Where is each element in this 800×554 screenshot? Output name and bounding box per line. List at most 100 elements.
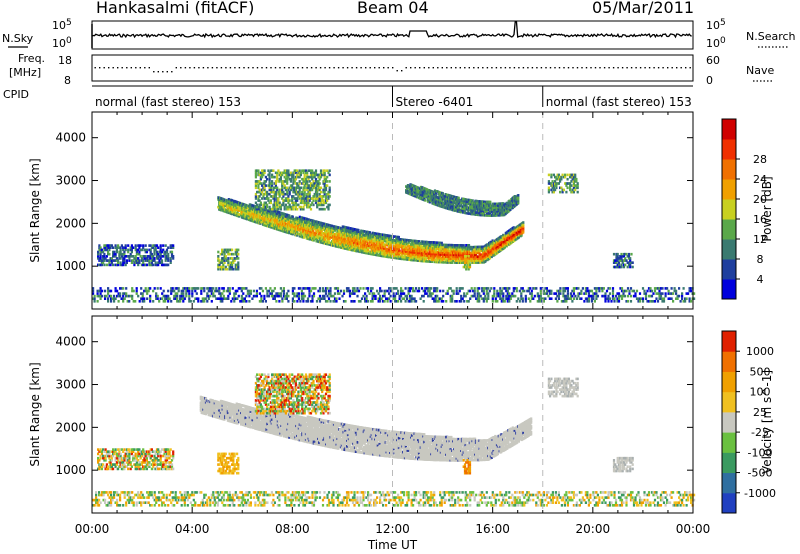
data-cell bbox=[234, 248, 237, 252]
data-cell bbox=[441, 194, 444, 197]
data-cell bbox=[489, 200, 492, 204]
freq-dot bbox=[162, 71, 164, 73]
freq-dot bbox=[261, 67, 263, 69]
data-cell bbox=[271, 207, 274, 211]
data-cell bbox=[224, 248, 227, 252]
data-cell bbox=[278, 190, 281, 194]
data-cell bbox=[160, 263, 164, 267]
data-cell bbox=[283, 199, 286, 202]
data-cell bbox=[120, 252, 123, 256]
data-cell bbox=[292, 201, 295, 205]
data-cell bbox=[317, 188, 320, 192]
data-cell bbox=[99, 259, 102, 262]
data-cell bbox=[262, 182, 265, 185]
data-cell bbox=[316, 182, 319, 185]
data-cell bbox=[298, 180, 301, 183]
data-cell bbox=[440, 251, 443, 254]
data-cell bbox=[268, 175, 271, 179]
data-cell bbox=[323, 184, 326, 187]
data-cell bbox=[138, 252, 141, 256]
data-cell bbox=[572, 182, 575, 185]
data-cell bbox=[97, 252, 100, 256]
data-cell bbox=[274, 186, 277, 190]
data-cell bbox=[231, 212, 234, 216]
data-cell bbox=[327, 197, 330, 200]
freq-dot bbox=[531, 67, 534, 69]
data-cell bbox=[322, 195, 325, 198]
data-cell bbox=[481, 245, 485, 249]
data-cell bbox=[397, 245, 400, 249]
data-cell bbox=[411, 243, 414, 246]
data-cell bbox=[616, 257, 619, 260]
data-cell bbox=[119, 261, 122, 264]
nsky-tick-bottom: 100 bbox=[52, 36, 72, 50]
freq-dot bbox=[270, 67, 272, 69]
data-cell bbox=[297, 192, 300, 196]
data-cell bbox=[159, 244, 162, 247]
nsearch-tick-top: 105 bbox=[706, 18, 726, 32]
data-cell bbox=[318, 173, 321, 177]
data-cell bbox=[134, 244, 137, 247]
data-cell bbox=[472, 249, 475, 253]
freq-dot bbox=[157, 71, 159, 73]
data-cell bbox=[128, 259, 131, 262]
freq-dot bbox=[414, 67, 416, 69]
data-cell bbox=[306, 201, 309, 205]
data-cell bbox=[291, 175, 294, 179]
data-cell bbox=[338, 245, 341, 249]
data-cell bbox=[372, 251, 375, 254]
data-cell bbox=[331, 224, 334, 228]
data-cell bbox=[110, 261, 113, 264]
data-cell bbox=[317, 203, 320, 207]
data-cell bbox=[279, 223, 282, 226]
data-cell bbox=[137, 244, 140, 247]
data-cell bbox=[273, 182, 276, 185]
data-cell bbox=[316, 173, 319, 177]
data-cell bbox=[256, 182, 259, 185]
data-cell bbox=[467, 255, 470, 258]
data-cell bbox=[119, 263, 122, 267]
cpid-label: CPID bbox=[3, 88, 29, 101]
data-cell bbox=[304, 177, 308, 181]
data-cell bbox=[359, 250, 362, 254]
data-cell bbox=[311, 177, 314, 181]
data-cell bbox=[306, 221, 309, 225]
data-cell bbox=[572, 173, 575, 177]
data-cell bbox=[612, 261, 616, 264]
freq-dot bbox=[315, 67, 317, 69]
data-cell bbox=[454, 207, 457, 210]
data-cell bbox=[312, 182, 315, 185]
data-cell bbox=[169, 261, 172, 264]
data-cell bbox=[270, 220, 273, 223]
data-cell bbox=[281, 184, 284, 187]
data-cell bbox=[311, 225, 315, 228]
data-cell bbox=[137, 257, 140, 260]
freq-dot bbox=[369, 67, 371, 69]
data-cell bbox=[428, 200, 431, 204]
data-cell bbox=[322, 201, 325, 205]
data-cell bbox=[245, 207, 248, 211]
data-cell bbox=[467, 249, 471, 253]
data-cell bbox=[481, 210, 484, 213]
data-cell bbox=[283, 186, 286, 190]
data-cell bbox=[287, 197, 290, 200]
data-cell bbox=[374, 236, 377, 239]
data-cell bbox=[316, 190, 319, 194]
data-cell bbox=[258, 190, 261, 194]
data-cell bbox=[276, 197, 279, 200]
data-cell bbox=[153, 252, 156, 256]
data-cell bbox=[361, 231, 364, 235]
data-cell bbox=[217, 263, 220, 267]
data-cell bbox=[137, 248, 140, 252]
data-cell bbox=[113, 255, 116, 258]
data-cell bbox=[132, 259, 135, 262]
data-cell bbox=[263, 171, 266, 175]
data-cell bbox=[154, 248, 157, 252]
data-cell bbox=[282, 182, 285, 185]
data-cell bbox=[324, 186, 328, 190]
data-cell bbox=[302, 177, 305, 181]
data-cell bbox=[474, 257, 478, 260]
data-cell bbox=[130, 259, 133, 262]
data-cell bbox=[266, 177, 269, 181]
freq-dot bbox=[459, 67, 461, 69]
